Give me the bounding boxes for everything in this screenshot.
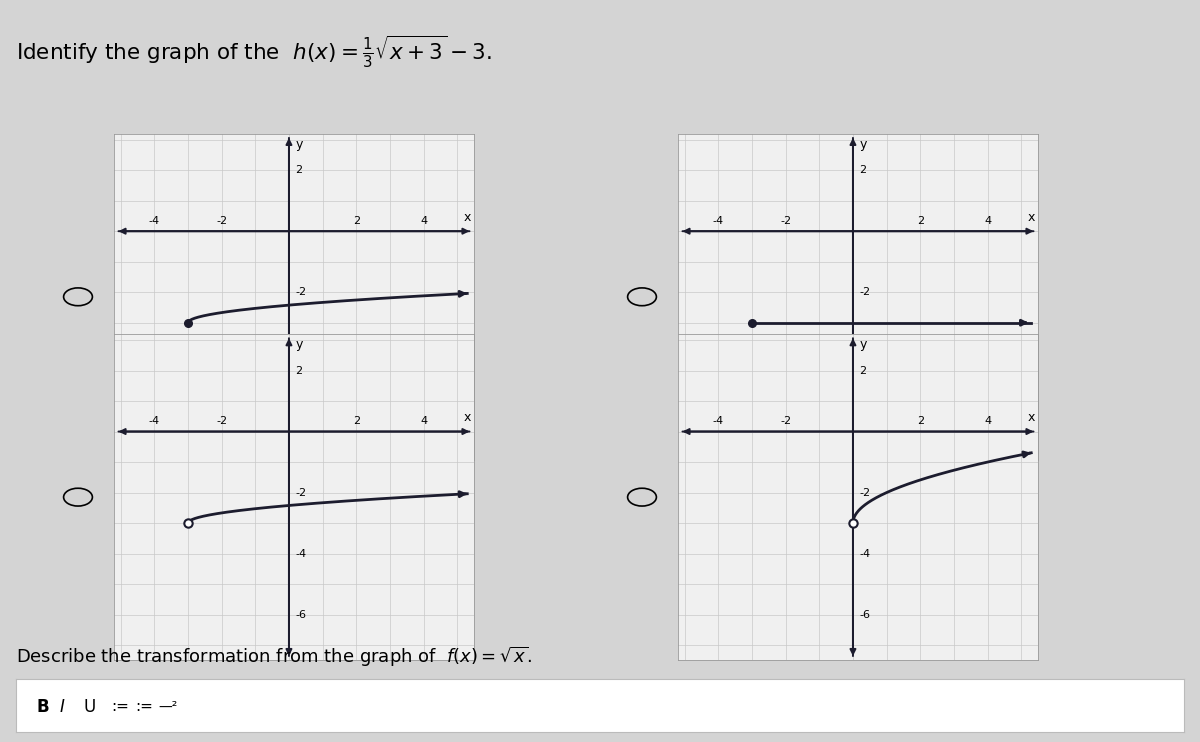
Text: 2: 2 — [917, 216, 924, 226]
Text: 4: 4 — [420, 416, 427, 426]
Text: —²: —² — [158, 700, 178, 714]
Text: -2: -2 — [216, 416, 227, 426]
Text: -4: -4 — [149, 416, 160, 426]
Text: Describe the transformation from the graph of  $f(x) = \sqrt{x}$.: Describe the transformation from the gra… — [16, 646, 532, 669]
Text: x: x — [1027, 411, 1034, 424]
Text: 2: 2 — [859, 366, 866, 375]
Text: y: y — [859, 138, 868, 151]
Text: -2: -2 — [780, 216, 791, 226]
Text: 4: 4 — [984, 416, 991, 426]
Text: :=: := — [112, 699, 130, 715]
Text: -4: -4 — [713, 216, 724, 226]
Text: -4: -4 — [713, 416, 724, 426]
Text: -6: -6 — [295, 610, 306, 620]
Text: y: y — [859, 338, 868, 352]
Text: I: I — [60, 697, 65, 716]
Text: -6: -6 — [295, 410, 306, 419]
Text: 2: 2 — [353, 416, 360, 426]
Text: -2: -2 — [295, 287, 306, 298]
Text: 4: 4 — [984, 216, 991, 226]
Text: -2: -2 — [295, 487, 306, 498]
Text: :=: := — [134, 699, 152, 715]
Text: -2: -2 — [216, 216, 227, 226]
Text: -2: -2 — [859, 287, 870, 298]
Text: U: U — [83, 697, 96, 716]
Text: x: x — [1027, 211, 1034, 223]
Text: B: B — [37, 697, 49, 716]
Text: -6: -6 — [859, 410, 870, 419]
Text: 4: 4 — [420, 216, 427, 226]
Text: -4: -4 — [295, 548, 306, 559]
Text: y: y — [295, 338, 304, 352]
Text: 2: 2 — [353, 216, 360, 226]
Text: y: y — [295, 138, 304, 151]
Text: x: x — [463, 411, 470, 424]
Text: -2: -2 — [859, 487, 870, 498]
Text: -6: -6 — [859, 610, 870, 620]
Text: -4: -4 — [295, 348, 306, 358]
Text: -2: -2 — [780, 416, 791, 426]
Text: 2: 2 — [859, 165, 866, 175]
Text: -4: -4 — [859, 348, 870, 358]
Text: 2: 2 — [295, 366, 302, 375]
Text: 2: 2 — [295, 165, 302, 175]
Text: Identify the graph of the  $h(x) = \frac{1}{3}\sqrt{x+3} - 3$.: Identify the graph of the $h(x) = \frac{… — [16, 33, 491, 70]
Text: x: x — [463, 211, 470, 223]
Text: 2: 2 — [917, 416, 924, 426]
Text: -4: -4 — [859, 548, 870, 559]
Text: -4: -4 — [149, 216, 160, 226]
